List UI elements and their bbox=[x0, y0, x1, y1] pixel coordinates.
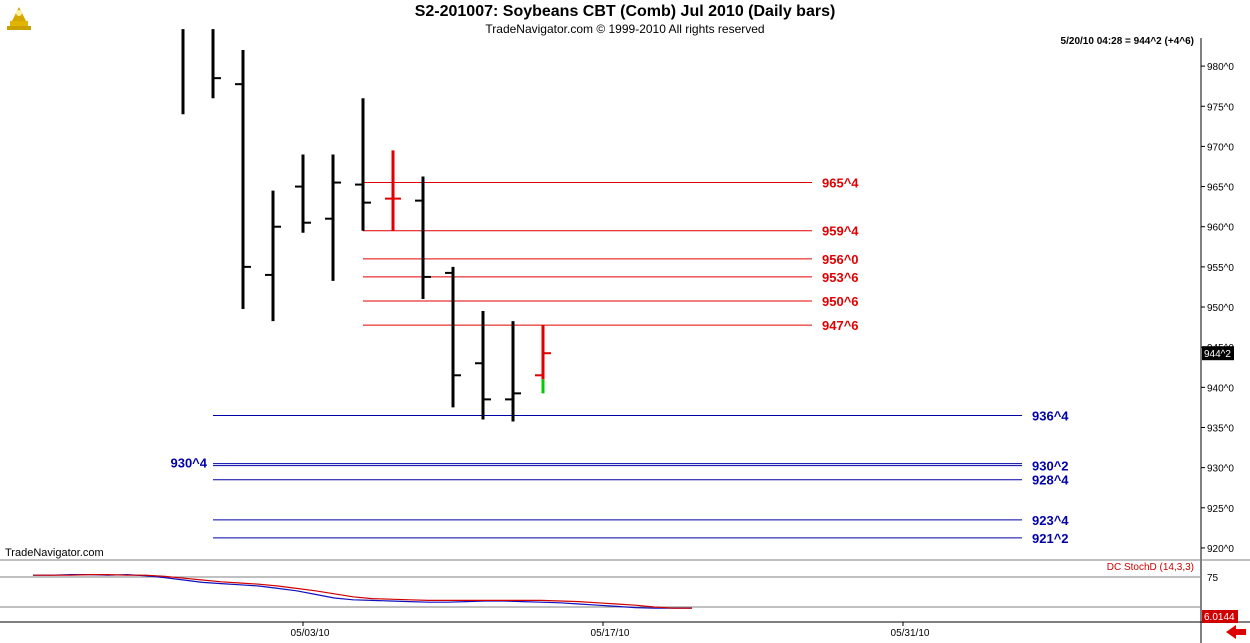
date-axis: 05/03/10 05/17/10 05/31/10 bbox=[291, 622, 930, 639]
price-tick-label: 930^0 bbox=[1207, 464, 1234, 475]
stoch-d-line bbox=[33, 573, 692, 609]
price-axis: 980^0975^0970^0965^0960^0955^0950^0945^0… bbox=[1201, 62, 1234, 555]
level-label: 965^4 bbox=[822, 176, 859, 191]
support-resistance-levels: 965^4 959^4 956^0 953^6 950^6 947^6 936^4 930^4… bbox=[170, 176, 1069, 546]
price-tick-label: 960^0 bbox=[1207, 223, 1234, 234]
price-tick-label: 935^0 bbox=[1207, 423, 1234, 434]
stochastic-panel: 75 6.0144 bbox=[0, 573, 1238, 623]
stoch-indicator-label: DC StochD (14,3,3) bbox=[1106, 562, 1194, 573]
price-readout: 5/20/10 04:28 = 944^2 (+4^6) bbox=[1060, 36, 1194, 47]
level-label: 950^6 bbox=[822, 294, 859, 309]
copyright-subtitle: TradeNavigator.com © 1999-2010 All right… bbox=[485, 22, 765, 36]
chart-header: S2-201007: Soybeans CBT (Comb) Jul 2010 … bbox=[0, 0, 1250, 38]
stoch-k-line bbox=[33, 573, 692, 609]
stoch-tick-label: 75 bbox=[1207, 573, 1219, 584]
price-tick-label: 975^0 bbox=[1207, 102, 1234, 113]
price-tick-label: 965^0 bbox=[1207, 183, 1234, 194]
date-tick-label: 05/03/10 bbox=[291, 628, 330, 639]
last-price-box bbox=[1202, 346, 1234, 361]
price-tick-label: 920^0 bbox=[1207, 544, 1234, 555]
date-tick-label: 05/31/10 bbox=[891, 628, 930, 639]
level-label: 928^4 bbox=[1032, 473, 1069, 488]
stoch-last-box bbox=[1202, 610, 1238, 623]
trade-navigator-logo-icon bbox=[4, 4, 34, 34]
level-label: 921^2 bbox=[1032, 531, 1069, 546]
level-label: 930^2 bbox=[1032, 459, 1069, 474]
level-label: 956^0 bbox=[822, 252, 859, 267]
chart-frame bbox=[0, 38, 1250, 643]
price-tick-label: 955^0 bbox=[1207, 263, 1234, 274]
price-bars bbox=[181, 29, 551, 422]
price-tick-label: 970^0 bbox=[1207, 142, 1234, 153]
level-label: 923^4 bbox=[1032, 513, 1069, 528]
price-tick-label: 950^0 bbox=[1207, 303, 1234, 314]
price-tick-label: 925^0 bbox=[1207, 504, 1234, 515]
price-tick-label: 980^0 bbox=[1207, 62, 1234, 73]
scroll-left-arrow-icon[interactable] bbox=[1226, 625, 1246, 639]
last-price-label: 944^2 bbox=[1204, 349, 1231, 360]
date-tick-label: 05/17/10 bbox=[591, 628, 630, 639]
level-label: 953^6 bbox=[822, 270, 859, 285]
left-arrow-shape bbox=[1226, 625, 1246, 639]
level-label: 930^4 bbox=[170, 456, 207, 471]
watermark-text: TradeNavigator.com bbox=[5, 547, 104, 559]
chart-title: S2-201007: Soybeans CBT (Comb) Jul 2010 … bbox=[414, 3, 836, 20]
price-tick-label: 940^0 bbox=[1207, 383, 1234, 394]
level-label: 936^4 bbox=[1032, 408, 1069, 423]
level-label: 959^4 bbox=[822, 224, 859, 239]
level-label: 947^6 bbox=[822, 318, 859, 333]
stoch-last-value: 6.0144 bbox=[1204, 612, 1235, 623]
